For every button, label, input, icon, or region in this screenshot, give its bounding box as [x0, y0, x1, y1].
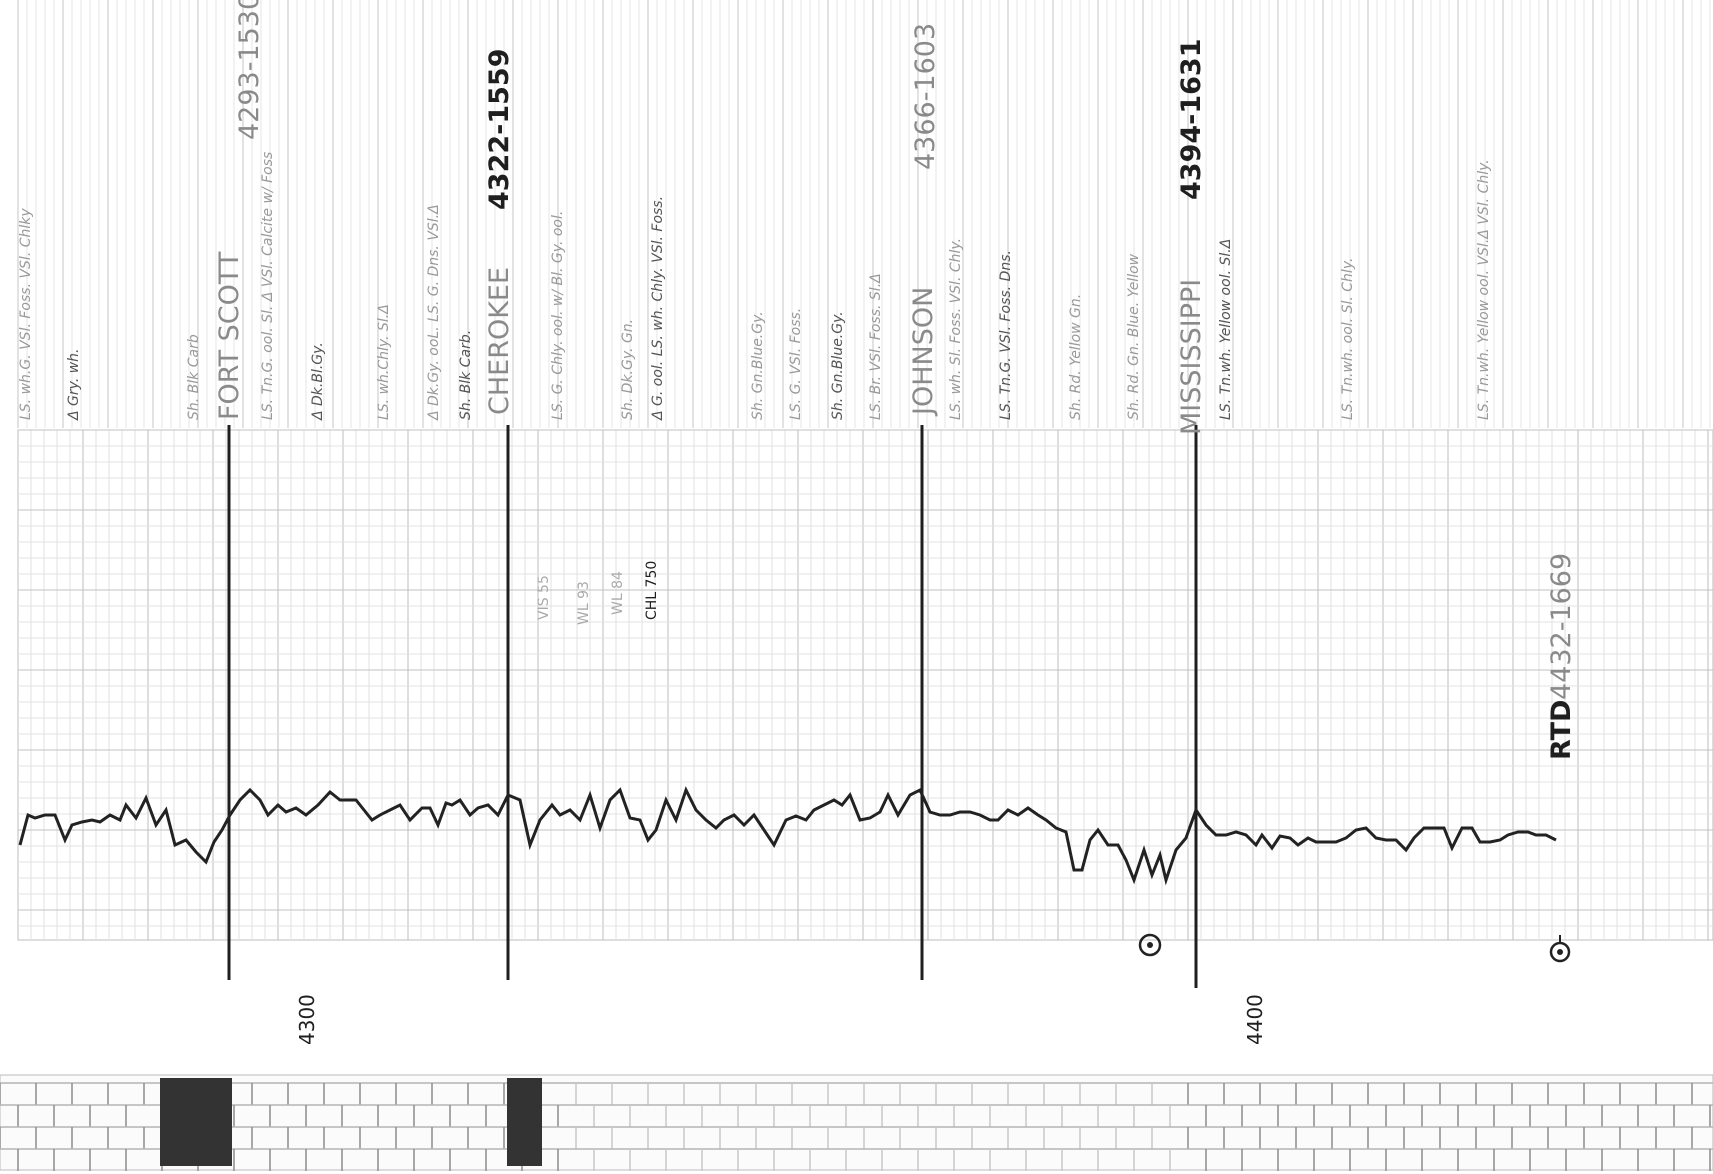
johnson-depth: 4366-1603 — [910, 23, 941, 170]
depth-4400: 4400 — [1243, 994, 1267, 1045]
lithology-note: LS. Tn.wh. Yellow ool. Sl.Δ — [1218, 239, 1234, 420]
cherokee-label: CHEROKEE — [484, 267, 515, 415]
sample-note-vis: VIS 55 — [536, 575, 552, 620]
cherokee-depth: 4322-1559 — [484, 49, 515, 211]
shale-black-band-2 — [507, 1078, 542, 1166]
depth-4300: 4300 — [295, 994, 319, 1045]
fort-scott-depth: 4293-1530 — [234, 0, 265, 140]
lithology-note: LS. Tn.wh. Yellow ool. VSl.Δ VSl. Chly. — [1476, 159, 1492, 420]
lithology-note: LS. wh.Chly. Sl.Δ — [376, 304, 392, 420]
rtd-marker — [1549, 935, 1571, 963]
lithology-note: LS. G. Chly. ool. w/ Bl. Gy. ool. — [550, 211, 566, 420]
lithology-note: LS. wh. Sl. Foss. VSl. Chly. — [948, 238, 964, 420]
shale-black-band-1 — [160, 1078, 232, 1166]
lithology-note: LS. Tn.G. VSl. Foss. Dns. — [998, 250, 1014, 420]
lithology-note: Δ Dk.Bl.Gy. — [310, 342, 326, 421]
description-lane-grid — [17, 0, 1711, 428]
lithology-note: LS. Tn.G. ool. Sl. Δ VSl. Calcite w/ Fos… — [260, 152, 276, 420]
mississippi-label: MISSISSIPPI — [1176, 279, 1207, 435]
curve-lane-grid — [17, 429, 1713, 941]
lithology-note: Sh. Blk Carb — [186, 334, 202, 420]
lithology-note: Sh. Dk.Gy. Gn. — [620, 319, 636, 420]
mississippi-depth: 4394-1631 — [1176, 39, 1207, 201]
lithology-column — [0, 1074, 1713, 1171]
rtd-depth: 4432-1669 — [1546, 553, 1577, 700]
lithology-note: Δ Dk.Gy. ooL. LS. G. Dns. VSl.Δ — [426, 204, 442, 421]
lithology-note: Sh. Rd. Yellow Gn. — [1068, 294, 1084, 420]
sample-note-chl: CHL 750 — [644, 561, 660, 620]
sample-note-wl1: WL 93 — [576, 581, 592, 625]
lithology-note: Sh. Gn.Blue.Gy. — [750, 311, 766, 420]
lithology-note: LS. G. VSl. Foss. — [788, 308, 804, 420]
lithology-note: LS. Br. VSl. Foss. Sl.Δ — [868, 273, 884, 420]
sample-note-wl2: WL 84 — [610, 571, 626, 615]
lithology-note: Δ Gry. wh. — [66, 348, 82, 421]
rtd-label: RTD — [1546, 700, 1577, 760]
lithology-note: Δ G. ool. LS. wh. Chly. VSl. Foss. — [650, 196, 666, 421]
lithology-note: Sh. Blk Carb. — [458, 330, 474, 420]
lithology-note: Sh. Rd. Gn. Blue. Yellow — [1126, 253, 1142, 420]
lithology-note: LS. Tn.wh. ool. Sl. Chly. — [1340, 258, 1356, 420]
fort-scott-label: FORT SCOTT — [214, 251, 245, 420]
lithology-note: LS. wh.G. VSl. Foss. VSl. Chlky — [18, 208, 34, 420]
bit-change-marker — [1138, 933, 1162, 957]
lithology-note: Sh. Gn.Blue.Gy. — [830, 311, 846, 420]
johnson-label: JOHNSON — [908, 287, 939, 417]
log-curve — [18, 786, 1557, 886]
